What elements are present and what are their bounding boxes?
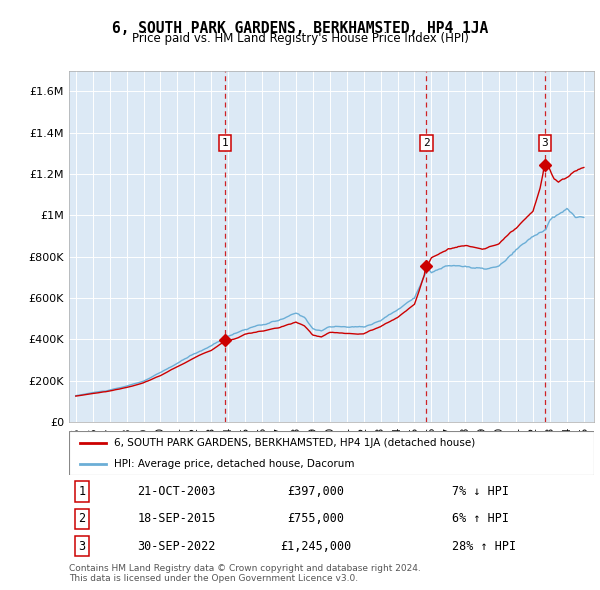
Text: 6% ↑ HPI: 6% ↑ HPI	[452, 512, 509, 526]
Text: £755,000: £755,000	[287, 512, 344, 526]
Text: Price paid vs. HM Land Registry's House Price Index (HPI): Price paid vs. HM Land Registry's House …	[131, 32, 469, 45]
Text: 18-SEP-2015: 18-SEP-2015	[137, 512, 215, 526]
Text: This data is licensed under the Open Government Licence v3.0.: This data is licensed under the Open Gov…	[69, 574, 358, 583]
Text: 2: 2	[423, 138, 430, 148]
Text: 7% ↓ HPI: 7% ↓ HPI	[452, 485, 509, 498]
Text: 1: 1	[221, 138, 228, 148]
Text: 3: 3	[542, 138, 548, 148]
Text: 1: 1	[79, 485, 86, 498]
Text: 2: 2	[79, 512, 86, 526]
Text: 6, SOUTH PARK GARDENS, BERKHAMSTED, HP4 1JA (detached house): 6, SOUTH PARK GARDENS, BERKHAMSTED, HP4 …	[113, 438, 475, 448]
Text: 6, SOUTH PARK GARDENS, BERKHAMSTED, HP4 1JA: 6, SOUTH PARK GARDENS, BERKHAMSTED, HP4 …	[112, 21, 488, 35]
Text: 3: 3	[79, 540, 86, 553]
Text: £397,000: £397,000	[287, 485, 344, 498]
Text: 28% ↑ HPI: 28% ↑ HPI	[452, 540, 517, 553]
Text: HPI: Average price, detached house, Dacorum: HPI: Average price, detached house, Daco…	[113, 459, 354, 469]
Text: £1,245,000: £1,245,000	[280, 540, 352, 553]
Text: 21-OCT-2003: 21-OCT-2003	[137, 485, 215, 498]
Text: Contains HM Land Registry data © Crown copyright and database right 2024.: Contains HM Land Registry data © Crown c…	[69, 563, 421, 572]
Text: 30-SEP-2022: 30-SEP-2022	[137, 540, 215, 553]
